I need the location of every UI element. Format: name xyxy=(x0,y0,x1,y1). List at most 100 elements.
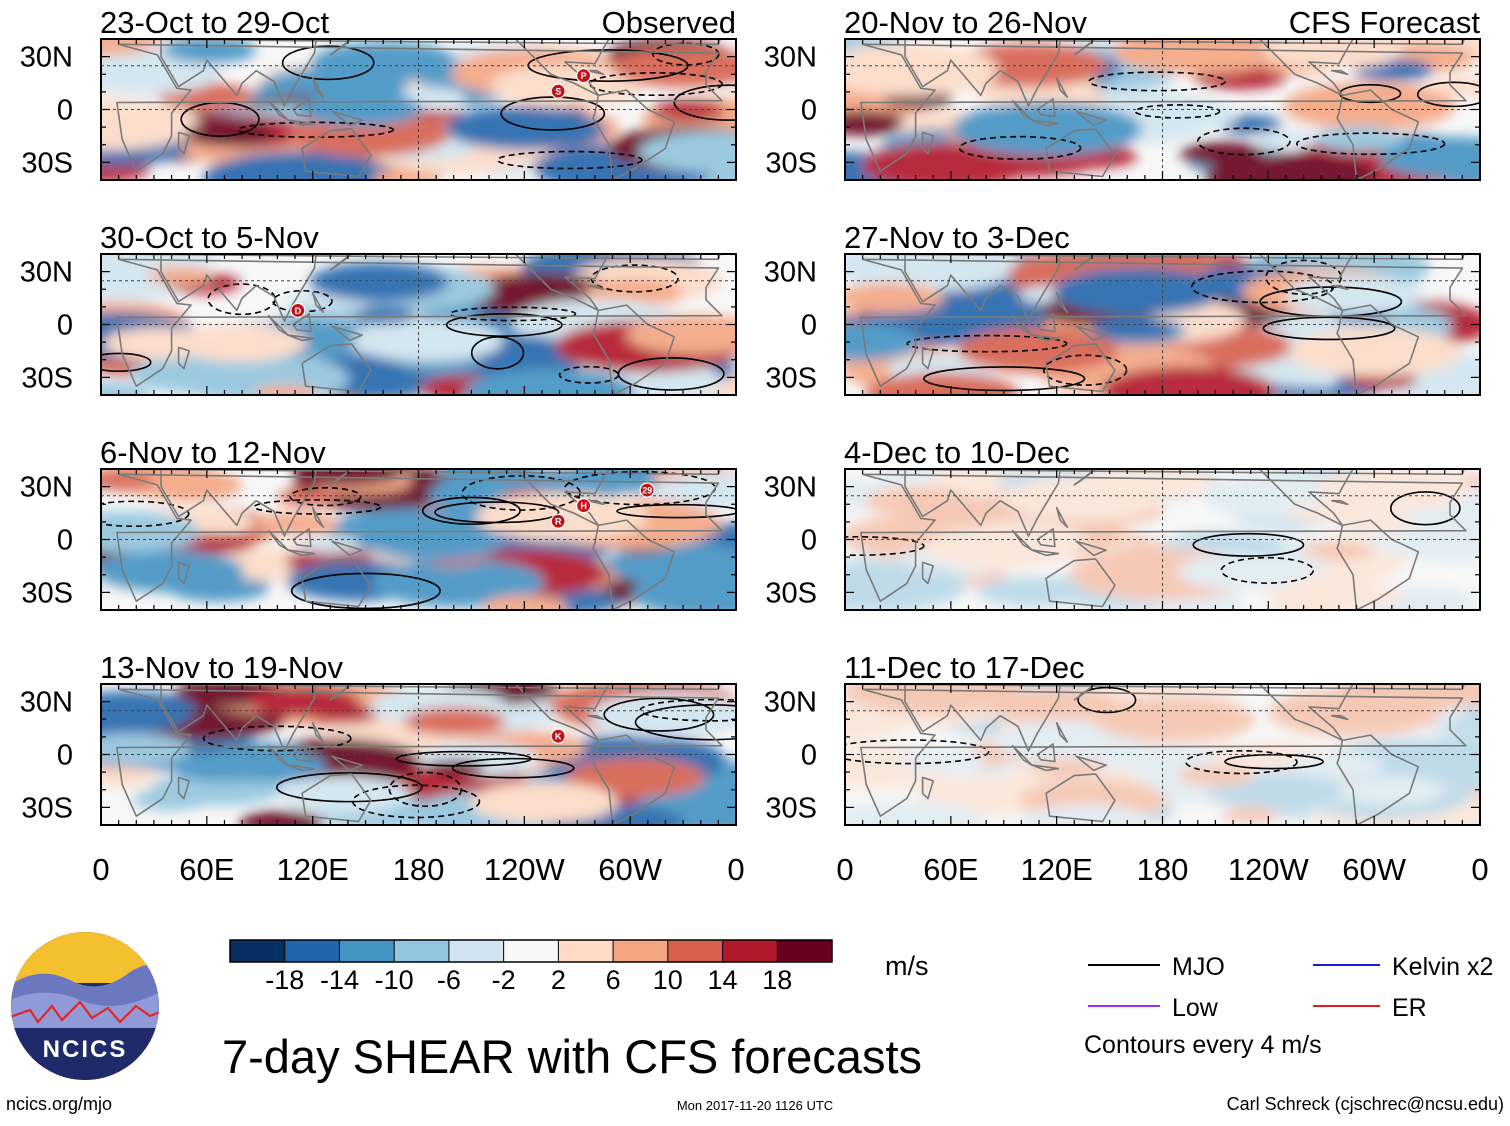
latitude-tick-label: 30S xyxy=(765,147,817,179)
footer-credit: Carl Schreck (cjschrec@ncsu.edu) xyxy=(1227,1094,1504,1114)
colorbar-swatch xyxy=(777,940,833,962)
colorbar: -18 -14 -10 -6 -2 2 6 10 14 18 xyxy=(229,939,833,995)
latitude-tick-label: 0 xyxy=(57,525,73,557)
colorbar-tick-label: -10 xyxy=(375,965,414,995)
colorbar-swatch xyxy=(613,940,669,962)
forecast-panel-1: 20-Nov to 26-Nov CFS Forecast xyxy=(844,5,1481,181)
observed-column-label: Observed xyxy=(602,5,736,40)
ncics-logo: NCICS xyxy=(11,932,159,1080)
latitude-tick-label: 30S xyxy=(765,792,817,824)
panel-period-label: 23-Oct to 29-Oct xyxy=(100,5,330,40)
longitude-tick-label: 120W xyxy=(484,852,566,887)
legend-label-mjo: MJO xyxy=(1172,953,1225,981)
forecast-column-label: CFS Forecast xyxy=(1289,5,1481,40)
latitude-tick-label: 0 xyxy=(801,525,817,557)
logo-text: NCICS xyxy=(43,1036,128,1063)
latitude-tick-label: 30N xyxy=(20,687,73,719)
colorbar-tick-label: -14 xyxy=(320,965,359,995)
longitude-tick-label: 60W xyxy=(598,852,662,887)
storm-label: K xyxy=(555,732,562,742)
latitude-tick-label: 30S xyxy=(21,792,73,824)
colorbar-tick-label: 18 xyxy=(762,965,792,995)
latitude-tick-label: 30N xyxy=(764,472,817,504)
storm-label: 29 xyxy=(642,486,652,496)
storm-marker: H xyxy=(575,498,592,514)
storm-marker: S xyxy=(550,83,566,99)
latitude-tick-label: 30S xyxy=(765,577,817,609)
legend-label-er: ER xyxy=(1392,994,1427,1022)
panel-period-label: 20-Nov to 26-Nov xyxy=(844,5,1087,40)
latitude-tick-label: 0 xyxy=(57,740,73,772)
latitude-tick-label: 30N xyxy=(764,687,817,719)
longitude-tick-label: 0 xyxy=(92,852,109,887)
latitude-tick-label: 0 xyxy=(801,740,817,772)
latitude-tick-label: 30S xyxy=(21,147,73,179)
observed-panel-2: 30-Oct to 5-Nov D xyxy=(100,220,737,396)
colorbar-swatch xyxy=(503,940,559,962)
colorbar-tick-label: -18 xyxy=(265,965,304,995)
panel-period-label: 11-Dec to 17-Dec xyxy=(844,650,1085,685)
observed-panel-4: 13-Nov to 19-Nov K xyxy=(100,650,737,826)
colorbar-swatch xyxy=(230,940,286,962)
colorbar-tick-label: 6 xyxy=(606,965,621,995)
latitude-tick-label: 30S xyxy=(21,362,73,394)
latitude-tick-label: 30N xyxy=(764,42,817,74)
legend-label-kelvin: Kelvin x2 xyxy=(1392,953,1493,981)
longitude-tick-label: 60E xyxy=(923,852,978,887)
storm-label: S xyxy=(555,87,561,97)
observed-panel-1: 23-Oct to 29-Oct Observed P S xyxy=(100,5,737,181)
colorbar-swatch xyxy=(394,940,450,962)
legend-label-low: Low xyxy=(1172,994,1219,1022)
longitude-tick-label: 180 xyxy=(393,852,445,887)
latitude-tick-label: 30N xyxy=(764,257,817,289)
colorbar-tick-label: -2 xyxy=(492,965,516,995)
storm-marker: 29 xyxy=(639,482,655,498)
longitude-tick-label: 120E xyxy=(276,852,348,887)
latitude-tick-label: 30S xyxy=(765,362,817,394)
latitude-tick-label: 30S xyxy=(21,577,73,609)
longitude-tick-label: 0 xyxy=(1471,852,1488,887)
longitude-tick-label: 180 xyxy=(1137,852,1189,887)
figure-title: 7-day SHEAR with CFS forecasts xyxy=(222,1030,922,1083)
panel-period-label: 4-Dec to 10-Dec xyxy=(844,435,1070,470)
colorbar-tick-label: 14 xyxy=(708,965,738,995)
panel-period-label: 6-Nov to 12-Nov xyxy=(100,435,326,470)
panel-period-label: 27-Nov to 3-Dec xyxy=(844,220,1070,255)
storm-marker: D xyxy=(290,302,306,318)
panel-period-label: 13-Nov to 19-Nov xyxy=(100,650,343,685)
longitude-tick-label: 0 xyxy=(836,852,853,887)
forecast-panel-4: 11-Dec to 17-Dec xyxy=(844,650,1481,826)
storm-marker: R xyxy=(550,513,566,529)
storm-label: H xyxy=(580,501,587,511)
colorbar-tick-label: 2 xyxy=(551,965,566,995)
colorbar-tick-label: 10 xyxy=(653,965,683,995)
legend: MJO Kelvin x2 Low ER Contours every 4 m/… xyxy=(1084,953,1493,1059)
latitude-tick-label: 0 xyxy=(801,95,817,127)
colorbar-swatch xyxy=(667,940,724,962)
contour-note: Contours every 4 m/s xyxy=(1084,1031,1322,1059)
storm-marker: K xyxy=(550,728,566,744)
forecast-panel-3: 4-Dec to 10-Dec xyxy=(844,435,1481,611)
footer-url[interactable]: ncics.org/mjo xyxy=(6,1094,112,1114)
colorbar-swatch xyxy=(558,940,614,962)
latitude-tick-label: 30N xyxy=(20,257,73,289)
storm-label: P xyxy=(581,71,587,81)
latitude-tick-label: 30N xyxy=(20,42,73,74)
colorbar-unit: m/s xyxy=(885,951,929,981)
storm-label: D xyxy=(295,306,302,316)
panel-period-label: 30-Oct to 5-Nov xyxy=(100,220,319,255)
longitude-tick-label: 60W xyxy=(1342,852,1406,887)
longitude-tick-label: 60E xyxy=(179,852,234,887)
colorbar-tick-label: -6 xyxy=(437,965,461,995)
colorbar-swatch xyxy=(284,940,340,962)
forecast-panel-2: 27-Nov to 3-Dec xyxy=(844,220,1481,396)
longitude-tick-label: 120W xyxy=(1228,852,1310,887)
colorbar-swatch xyxy=(339,940,395,962)
latitude-tick-label: 0 xyxy=(57,310,73,342)
colorbar-swatch xyxy=(448,940,505,962)
storm-label: R xyxy=(555,517,562,527)
latitude-tick-label: 0 xyxy=(57,95,73,127)
longitude-tick-label: 120E xyxy=(1020,852,1092,887)
